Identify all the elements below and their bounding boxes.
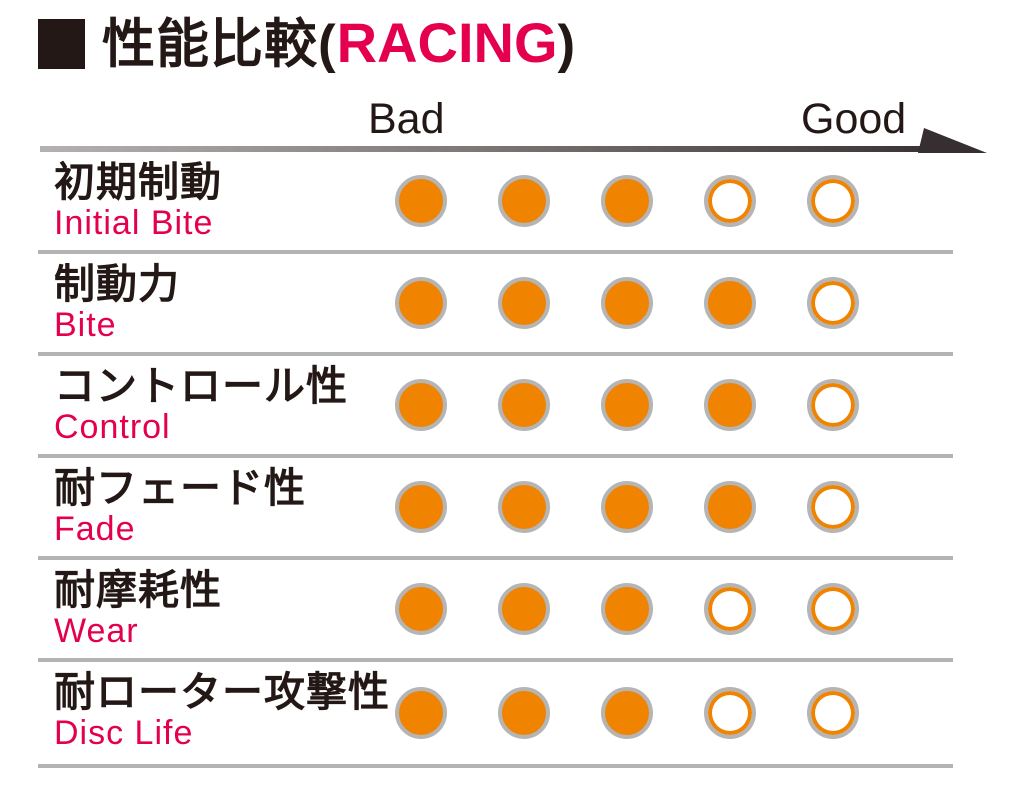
- rating-dots: [395, 379, 859, 431]
- rating-dot-filled: [601, 687, 653, 739]
- scale-arrow-line: [40, 146, 935, 152]
- rating-dot-empty: [807, 175, 859, 227]
- page-title: 性能比較(RACING): [102, 12, 576, 76]
- rating-dot-filled: [601, 583, 653, 635]
- row-label: 耐フェード性 Fade: [38, 458, 953, 547]
- rating-dot-empty: [704, 175, 756, 227]
- table-row-initial-bite: 初期制動 Initial Bite: [38, 152, 953, 254]
- ratings-table: 初期制動 Initial Bite 制動力 Bite コントロール性 Contr…: [38, 152, 953, 768]
- scale-label-bad: Bad: [368, 95, 445, 143]
- rating-dot-empty: [704, 687, 756, 739]
- rating-dot-filled: [498, 687, 550, 739]
- row-label: 初期制動 Initial Bite: [38, 152, 953, 241]
- rating-dot-filled: [395, 277, 447, 329]
- scale-arrow-head: [918, 128, 987, 153]
- table-row-bite: 制動力 Bite: [38, 254, 953, 356]
- rating-dot-filled: [395, 481, 447, 533]
- rating-dot-empty: [807, 481, 859, 533]
- row-label: コントロール性 Control: [38, 356, 953, 445]
- row-label-en: Disc Life: [54, 714, 194, 752]
- rating-dot-empty: [704, 583, 756, 635]
- row-label-jp: 制動力: [54, 261, 180, 307]
- row-label-en: Fade: [54, 510, 136, 548]
- rating-dot-filled: [704, 277, 756, 329]
- rating-dot-filled: [395, 379, 447, 431]
- row-label-en: Control: [54, 408, 171, 446]
- rating-dot-filled: [498, 277, 550, 329]
- rating-dot-filled: [601, 277, 653, 329]
- table-row-wear: 耐摩耗性 Wear: [38, 560, 953, 662]
- row-label: 制動力 Bite: [38, 254, 953, 343]
- scale-label-good: Good: [801, 95, 907, 143]
- row-label-jp: 耐摩耗性: [54, 567, 222, 613]
- rating-dots: [395, 583, 859, 635]
- rating-dot-filled: [601, 481, 653, 533]
- row-label-en: Wear: [54, 612, 139, 650]
- title-paren-close: ): [557, 15, 577, 74]
- rating-dot-filled: [704, 379, 756, 431]
- row-label-jp: コントロール性: [54, 363, 348, 409]
- rating-dot-filled: [601, 379, 653, 431]
- rating-dot-filled: [498, 583, 550, 635]
- row-label: 耐摩耗性 Wear: [38, 560, 953, 649]
- row-label-jp: 初期制動: [54, 159, 222, 205]
- title-jp: 性能比較: [102, 15, 318, 74]
- table-row-fade: 耐フェード性 Fade: [38, 458, 953, 560]
- title-paren-open: (: [318, 15, 337, 74]
- chart-header: 性能比較(RACING): [38, 12, 576, 76]
- rating-dot-filled: [498, 175, 550, 227]
- row-label-jp: 耐ローター攻撃性: [54, 669, 390, 715]
- scale-arrow-icon: [40, 128, 987, 153]
- table-row-control: コントロール性 Control: [38, 356, 953, 458]
- row-label-jp: 耐フェード性: [54, 465, 306, 511]
- rating-dot-filled: [395, 687, 447, 739]
- rating-dot-filled: [601, 175, 653, 227]
- rating-dot-filled: [498, 481, 550, 533]
- rating-dot-filled: [498, 379, 550, 431]
- title-bullet-square-icon: [38, 19, 85, 69]
- rating-dot-filled: [395, 583, 447, 635]
- rating-dot-empty: [807, 583, 859, 635]
- rating-dots: [395, 277, 859, 329]
- table-row-disc-life: 耐ローター攻撃性 Disc Life: [38, 662, 953, 768]
- row-label-en: Initial Bite: [54, 204, 214, 242]
- rating-dot-empty: [807, 277, 859, 329]
- rating-dots: [395, 481, 859, 533]
- rating-dots: [395, 175, 859, 227]
- rating-dot-empty: [807, 687, 859, 739]
- row-label-en: Bite: [54, 306, 117, 344]
- title-highlight: RACING: [336, 11, 558, 74]
- rating-dot-empty: [807, 379, 859, 431]
- rating-dots: [395, 687, 859, 739]
- row-label: 耐ローター攻撃性 Disc Life: [38, 662, 953, 751]
- rating-dot-filled: [704, 481, 756, 533]
- rating-dot-filled: [395, 175, 447, 227]
